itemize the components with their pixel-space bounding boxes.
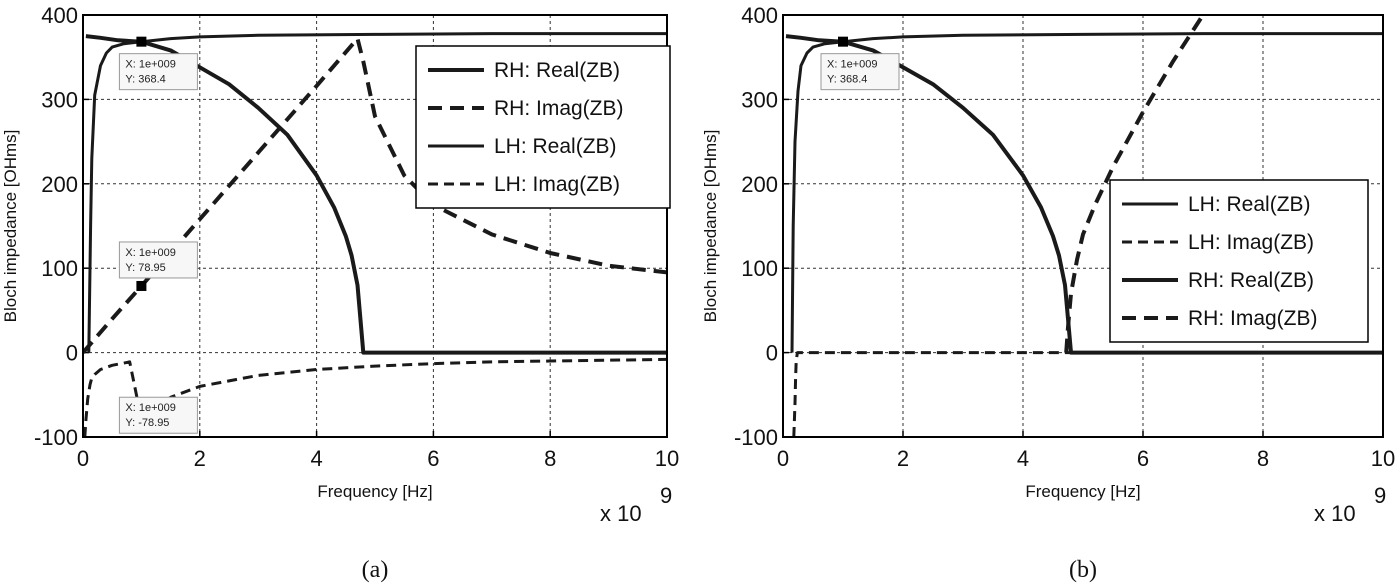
datatip-marker: [136, 280, 147, 291]
legend-label: RH: Imag(ZB): [1188, 307, 1318, 330]
y-axis-label: Bloch impedance [OHms]: [1, 130, 20, 323]
datatip-y: Y: 368.4: [827, 74, 867, 86]
legend-label: LH: Real(ZB): [1188, 193, 1311, 216]
legend-label: LH: Real(ZB): [494, 135, 617, 158]
y-tick-label: 300: [41, 87, 78, 112]
axes-frame: [782, 14, 1384, 438]
x-axis-label: Frequency [Hz]: [1025, 482, 1140, 501]
datatip-marker: [136, 36, 147, 47]
legend-box: [415, 45, 671, 209]
x-tick-label: 4: [1017, 446, 1029, 471]
series-line-0: [790, 32, 1383, 353]
legend-box: [1109, 179, 1369, 343]
datatip-x: X: 1e+009: [125, 247, 175, 259]
x-multiplier: x 10: [600, 501, 642, 526]
legend-label: LH: Imag(ZB): [494, 173, 620, 196]
panel-caption: (b): [1069, 557, 1097, 583]
datatip-x: X: 1e+009: [827, 59, 877, 71]
datatip-box: [118, 396, 198, 434]
x-tick-label: 8: [1257, 446, 1269, 471]
x-tick-label: 2: [897, 446, 909, 471]
y-tick-label: 200: [41, 172, 78, 197]
x-tick-label: 0: [777, 446, 789, 471]
y-tick-label: 400: [741, 3, 778, 28]
datatip-x: X: 1e+009: [125, 59, 175, 71]
y-tick-label: -100: [34, 425, 78, 450]
x-tick-label: 10: [655, 446, 679, 471]
datatip-y: Y: -78.95: [125, 417, 169, 429]
x-axis-label: Frequency [Hz]: [317, 482, 432, 501]
datatip-y: Y: 368.4: [125, 74, 165, 86]
legend-label: RH: Real(ZB): [494, 59, 620, 82]
x-tick-label: 10: [1371, 446, 1395, 471]
y-axis-label: Bloch impedance [OHms]: [701, 130, 720, 323]
x-multiplier-exponent: 9: [1374, 483, 1386, 508]
axes-frame: [82, 14, 668, 438]
datatip-box: [118, 241, 198, 279]
y-tick-label: 200: [741, 172, 778, 197]
datatip-box: [118, 53, 198, 91]
y-tick-label: -100: [734, 425, 778, 450]
legend-label: RH: Real(ZB): [1188, 269, 1314, 292]
legend-label: LH: Imag(ZB): [1188, 231, 1314, 254]
series-line-3: [1064, 15, 1205, 353]
x-tick-label: 6: [427, 446, 439, 471]
x-multiplier-exponent: 9: [660, 483, 672, 508]
y-tick-label: 300: [741, 87, 778, 112]
x-tick-label: 8: [544, 446, 556, 471]
y-tick-label: 100: [41, 256, 78, 281]
x-multiplier: x 10: [1314, 501, 1356, 526]
datatip-x: X: 1e+009: [125, 402, 175, 414]
y-tick-label: 400: [41, 3, 78, 28]
series-line-2: [87, 32, 667, 353]
x-tick-label: 2: [194, 446, 206, 471]
y-tick-label: 0: [66, 341, 78, 366]
x-tick-label: 0: [77, 446, 89, 471]
y-tick-label: 0: [766, 341, 778, 366]
series-line-1: [792, 351, 1383, 437]
datatip-y: Y: 78.95: [125, 262, 165, 274]
x-tick-label: 6: [1137, 446, 1149, 471]
panel-caption: (a): [362, 557, 389, 583]
datatip-box: [820, 53, 900, 91]
datatip-marker: [838, 36, 848, 47]
legend-label: RH: Imag(ZB): [494, 97, 624, 120]
x-tick-label: 4: [310, 446, 322, 471]
y-tick-label: 100: [741, 256, 778, 281]
